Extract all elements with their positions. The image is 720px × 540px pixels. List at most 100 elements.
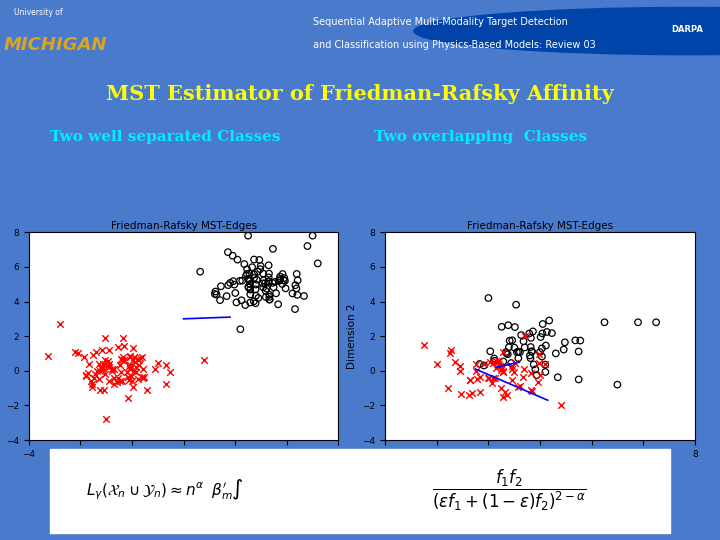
Point: [117, 333, 129, 342]
Point: [250, 280, 261, 289]
Point: [555, 401, 567, 410]
Point: [103, 361, 114, 370]
Point: [276, 280, 288, 288]
Point: [228, 277, 239, 286]
Point: [464, 376, 476, 384]
Point: [225, 279, 236, 287]
Point: [240, 271, 252, 280]
Point: [96, 365, 107, 374]
Point: [138, 373, 150, 382]
Point: [531, 371, 542, 380]
Point: [232, 255, 243, 264]
Point: [527, 327, 539, 336]
Point: [502, 390, 513, 399]
Point: [211, 291, 222, 299]
Point: [499, 388, 510, 396]
Point: [260, 293, 271, 301]
Point: [130, 368, 142, 376]
Point: [484, 374, 495, 382]
Point: [230, 289, 241, 298]
Point: [558, 345, 570, 354]
Point: [250, 299, 261, 307]
Point: [134, 354, 145, 362]
Point: [274, 272, 286, 281]
Point: [112, 343, 124, 352]
Point: [523, 329, 535, 338]
Point: [490, 357, 502, 366]
Point: [244, 285, 256, 294]
Point: [497, 367, 508, 376]
Point: [526, 347, 538, 356]
Text: University of: University of: [14, 8, 63, 17]
Point: [272, 300, 284, 309]
Point: [248, 274, 260, 282]
Point: [505, 359, 517, 367]
Point: [270, 289, 282, 298]
Point: [137, 352, 148, 361]
Point: [536, 329, 548, 338]
Point: [121, 368, 132, 376]
Point: [104, 363, 115, 372]
Point: [126, 377, 138, 386]
Point: [97, 363, 109, 372]
Point: [552, 373, 564, 382]
Point: [599, 318, 611, 327]
Point: [454, 367, 466, 375]
Point: [575, 336, 586, 345]
Point: [277, 269, 289, 278]
Point: [471, 375, 482, 383]
Point: [136, 372, 148, 381]
Point: [243, 284, 254, 292]
Point: [87, 350, 99, 359]
Text: Two overlapping  Classes: Two overlapping Classes: [374, 131, 588, 144]
Point: [243, 269, 255, 278]
Point: [122, 394, 133, 402]
Point: [244, 276, 256, 285]
Point: [539, 360, 551, 369]
Point: [482, 294, 494, 302]
Point: [516, 331, 527, 340]
Point: [123, 375, 135, 384]
Point: [525, 334, 536, 342]
Point: [129, 358, 140, 367]
Point: [500, 348, 512, 356]
Point: [291, 269, 302, 278]
Point: [508, 343, 520, 352]
X-axis label: Dimension 1: Dimension 1: [508, 464, 572, 474]
Point: [111, 378, 122, 387]
Point: [210, 287, 221, 296]
Point: [141, 386, 153, 395]
Point: [632, 318, 644, 327]
Point: [431, 360, 443, 368]
Point: [524, 351, 536, 360]
Point: [125, 360, 136, 369]
Point: [69, 348, 81, 356]
Point: [245, 298, 256, 307]
Point: [248, 270, 260, 279]
Point: [503, 321, 514, 329]
Point: [114, 377, 126, 386]
Point: [246, 263, 258, 272]
Point: [534, 371, 546, 380]
Point: [198, 355, 210, 364]
Point: [490, 363, 501, 372]
Point: [118, 341, 130, 350]
Point: [127, 356, 139, 364]
Point: [243, 282, 254, 291]
Point: [507, 364, 518, 373]
Point: [149, 365, 161, 374]
Point: [238, 260, 250, 268]
Point: [573, 347, 585, 356]
Point: [498, 348, 509, 356]
Point: [124, 362, 135, 370]
Point: [470, 360, 482, 368]
Point: [86, 383, 97, 391]
Point: [96, 346, 108, 355]
Point: [650, 318, 662, 327]
Point: [544, 316, 555, 325]
Point: [498, 367, 509, 376]
Point: [261, 284, 272, 293]
Circle shape: [414, 8, 720, 55]
Point: [264, 291, 275, 299]
Point: [243, 231, 254, 240]
